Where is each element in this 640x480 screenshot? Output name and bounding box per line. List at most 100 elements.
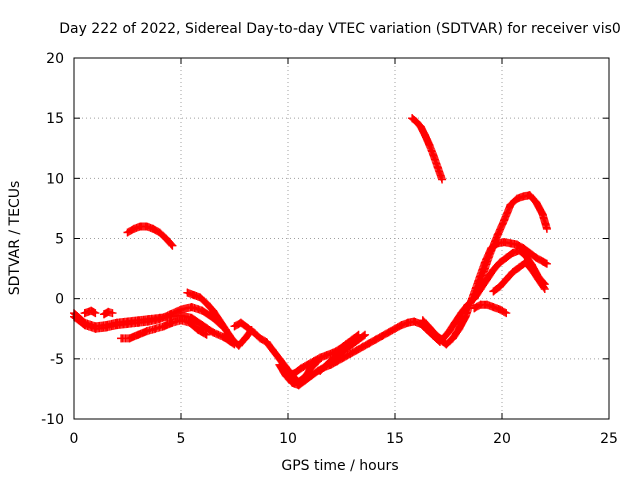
data-point (489, 303, 498, 312)
data-point (155, 228, 164, 237)
y-tick-label: 20 (46, 51, 64, 67)
data-point (159, 322, 168, 331)
data-point (219, 333, 228, 342)
grid (74, 58, 609, 419)
data-point (256, 334, 265, 343)
data-point (450, 318, 459, 327)
data-point (431, 330, 440, 339)
series-track-6 (117, 316, 211, 343)
data-point (470, 294, 479, 303)
data-point (112, 321, 121, 330)
data-point (365, 339, 374, 348)
data-point (542, 224, 551, 233)
data-point (134, 318, 143, 327)
data-point (542, 259, 551, 268)
data-point (410, 317, 419, 326)
data-point (525, 248, 534, 257)
data-point (448, 334, 457, 343)
data-point (123, 228, 132, 237)
data-point (290, 369, 299, 378)
data-point (502, 275, 511, 284)
data-point (129, 224, 138, 233)
series-track-16 (474, 191, 551, 291)
data-point (495, 305, 504, 314)
series-track-12 (408, 114, 447, 184)
data-point (230, 322, 239, 331)
data-point (425, 140, 434, 149)
data-point (198, 321, 207, 330)
data-point (534, 275, 543, 284)
series-track-5 (123, 222, 177, 250)
data-point (508, 268, 517, 277)
data-point (418, 316, 427, 325)
data-point (228, 335, 237, 344)
data-point (104, 307, 113, 316)
data-point (322, 351, 331, 360)
data-point (444, 328, 453, 337)
data-point (540, 285, 549, 294)
series-track-11 (316, 330, 370, 375)
data-point (275, 360, 284, 369)
data-point (487, 246, 496, 255)
data-point (433, 163, 442, 172)
data-point (412, 117, 421, 126)
data-point (183, 288, 192, 297)
data-point (500, 216, 509, 225)
data-point (425, 323, 434, 332)
data-point (512, 240, 521, 249)
data-point (215, 316, 224, 325)
x-tick-label: 0 (70, 431, 79, 447)
data-point (316, 353, 325, 362)
data-point (142, 222, 151, 231)
data-point (80, 321, 89, 330)
data-point (361, 330, 370, 339)
series-track-3 (80, 306, 100, 318)
x-tick-label: 5 (177, 431, 186, 447)
data-point (397, 321, 406, 330)
data-point (416, 122, 425, 131)
data-point (209, 306, 218, 315)
data-point (185, 318, 194, 327)
data-point (144, 317, 153, 326)
x-axis-label: GPS time / hours (281, 458, 398, 474)
data-point (309, 357, 318, 366)
data-point (288, 378, 297, 387)
y-tick-label: 10 (46, 171, 64, 187)
data-marks (70, 114, 551, 390)
data-point (532, 253, 541, 262)
data-point (352, 346, 361, 355)
y-tick-label: -5 (50, 352, 64, 368)
data-point (108, 309, 117, 318)
data-point (384, 328, 393, 337)
data-point (532, 198, 541, 207)
data-point (202, 330, 211, 339)
data-point (521, 258, 530, 267)
y-tick-label: 15 (46, 111, 64, 127)
data-point (391, 324, 399, 333)
data-point (177, 316, 185, 325)
data-point (525, 191, 534, 200)
data-point (480, 264, 489, 273)
data-point (489, 287, 498, 296)
data-point (149, 224, 158, 233)
data-point (134, 330, 143, 339)
data-point (512, 194, 521, 203)
data-point (102, 323, 111, 332)
data-point (438, 335, 447, 344)
data-point (284, 371, 292, 380)
data-point (125, 334, 134, 343)
data-point (234, 341, 243, 350)
data-point (209, 328, 218, 337)
data-point (506, 239, 515, 248)
data-point (194, 325, 203, 334)
data-point (236, 318, 245, 327)
data-point (455, 324, 464, 333)
data-point (403, 318, 412, 327)
data-point (202, 299, 211, 308)
data-point (457, 309, 466, 318)
data-point (335, 350, 344, 359)
data-point (177, 305, 185, 314)
series-track-4 (99, 307, 117, 319)
data-point (463, 300, 472, 309)
